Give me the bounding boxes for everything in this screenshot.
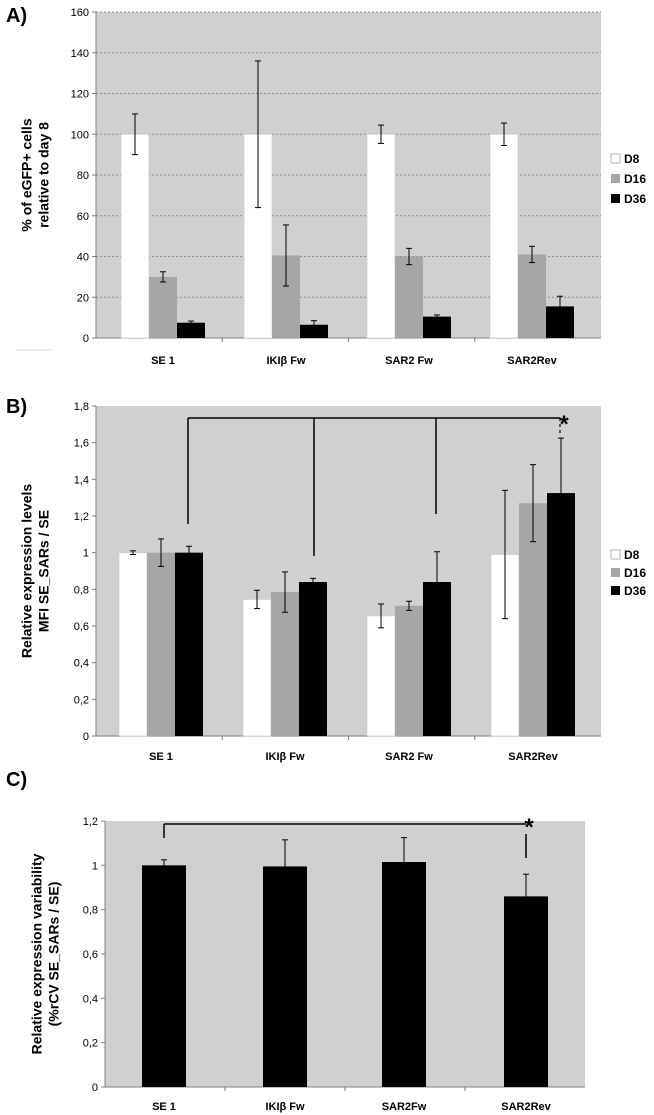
y-tick-label: 140 [71,48,89,60]
y-tick-label: 100 [71,129,89,141]
bar [395,605,423,736]
x-tick-label: IKIβ Fw [266,355,306,367]
x-tick-label: SAR2Rev [501,1101,551,1113]
y-tick-label: 120 [71,89,89,101]
x-tick-label: SE 1 [151,355,175,367]
legend-label: D36 [624,192,646,206]
legend-swatch [611,174,620,183]
x-tick-label: SAR2 Fw [385,355,433,367]
x-tick-label: SAR2Rev [508,751,558,763]
bar [177,322,205,338]
x-tick-label: SAR2Rev [507,355,557,367]
y-tick-label: 1,2 [74,511,89,523]
y-tick-label: 0 [83,731,89,743]
y-axis-title-line: Relative expression variability [29,853,45,1054]
y-tick-label: 0,6 [83,949,98,961]
bar [382,862,426,1087]
panel-label: A) [6,5,27,27]
panel-label: B) [6,396,27,418]
legend-label: D16 [624,172,646,186]
bar [118,552,148,737]
y-axis-title-line: % of eGFP+ cells [19,118,35,231]
bar [263,866,307,1087]
y-axis-title: Relative expression levels MFI SE_SARs / … [19,484,52,659]
y-axis-title: % of eGFP+ cells relative to day 8 [19,118,52,231]
x-tick-label: SE 1 [152,1101,176,1113]
legend-swatch [610,153,621,164]
x-tick-label: SAR2Fw [382,1101,427,1113]
y-tick-label: 80 [77,170,89,182]
legend-swatch [610,549,621,560]
y-tick-label: 1 [83,548,89,560]
bar [489,133,519,339]
y-axis-title: Relative expression variability (%rCV SE_… [29,853,62,1054]
y-tick-label: 0,4 [83,993,98,1005]
y-tick-label: 0,2 [83,1038,98,1050]
panel-label: C) [6,769,27,791]
bar [242,599,272,737]
bar [147,552,175,736]
y-axis-title-line: Relative expression levels [19,484,35,659]
legend-swatch [611,586,620,595]
y-axis-title-line: MFI SE_SARs / SE [36,510,52,632]
bar [175,552,203,736]
legend-swatch [611,194,620,203]
y-tick-label: 1,4 [74,474,89,486]
significance-star: * [559,411,569,438]
y-tick-label: 0,4 [74,658,89,670]
legend-label: D16 [624,566,646,580]
y-tick-label: 160 [71,7,89,19]
bar [271,592,299,736]
bar [395,256,423,338]
y-tick-label: 40 [77,252,89,264]
y-tick-label: 0 [83,333,89,345]
bar [423,316,451,338]
y-tick-label: 1,2 [83,816,98,828]
y-tick-label: 0,6 [74,621,89,633]
y-tick-label: 0,2 [74,694,89,706]
y-tick-label: 1,8 [74,401,89,413]
y-tick-label: 0,8 [83,905,98,917]
y-tick-label: 1 [92,860,98,872]
x-tick-label: SE 1 [149,751,173,763]
x-tick-label: IKIβ Fw [265,751,305,763]
y-axis-title-line: relative to day 8 [36,122,52,228]
significance-star: * [524,814,534,841]
bar [518,254,546,338]
y-tick-label: 60 [77,211,89,223]
y-tick-label: 0 [92,1082,98,1094]
x-tick-label: IKIβ Fw [265,1101,305,1113]
y-tick-label: 1,6 [74,438,89,450]
bar [366,133,396,339]
bar [149,276,177,338]
y-tick-label: 0,8 [74,584,89,596]
x-tick-label: SAR2 Fw [385,751,433,763]
legend-label: D8 [624,152,640,166]
bar [120,133,150,339]
legend-label: D36 [624,584,646,598]
bar [300,324,328,338]
bar [299,582,327,736]
legend-swatch [611,568,620,577]
bar [366,615,396,737]
legend-label: D8 [624,548,640,562]
y-axis-title-line: (%rCV SE_SARs / SE) [46,882,62,1027]
y-tick-label: 20 [77,292,89,304]
bar [504,896,548,1087]
bar [142,865,186,1087]
